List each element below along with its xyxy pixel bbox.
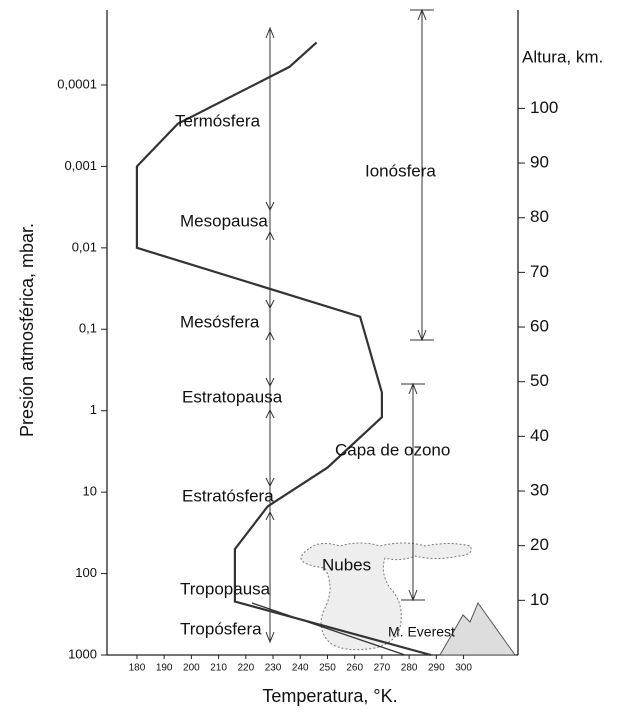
y2-tick-label: 20 xyxy=(530,535,549,554)
x-tick-label: 190 xyxy=(156,663,173,674)
x-tick-label: 210 xyxy=(210,663,227,674)
y-tick-label: 0,1 xyxy=(79,321,97,336)
x-tick-label: 290 xyxy=(428,663,445,674)
x-tick-label: 180 xyxy=(129,663,146,674)
ionosphere-bracket xyxy=(410,8,434,342)
annotation: Termósfera xyxy=(175,111,261,130)
y2-tick-label: 50 xyxy=(530,371,549,390)
layer-arrows xyxy=(265,26,275,644)
mountain xyxy=(439,601,516,656)
x-axis-label: Temperatura, °K. xyxy=(262,686,397,706)
y2-tick-label: 80 xyxy=(530,207,549,226)
annotation: Estratopausa xyxy=(182,387,283,406)
y-tick-label: 0,0001 xyxy=(57,76,97,91)
annotation: Mesopausa xyxy=(180,211,268,230)
annotation: Tropósfera xyxy=(180,619,262,638)
y2-tick-label: 90 xyxy=(530,153,549,172)
x-tick-label: 240 xyxy=(292,663,309,674)
ozone-bracket xyxy=(401,382,425,602)
annotation: Capa de ozono xyxy=(335,440,450,459)
x-tick-label: 220 xyxy=(237,663,254,674)
y-axis-label: Presión atmosférica, mbar. xyxy=(17,223,37,437)
x-tick-label: 300 xyxy=(455,663,472,674)
y-tick-label: 1 xyxy=(90,402,97,417)
y2-tick-label: 40 xyxy=(530,426,549,445)
x-tick-label: 280 xyxy=(401,663,418,674)
y-tick-label: 0,001 xyxy=(64,158,97,173)
x-tick-label: 230 xyxy=(265,663,282,674)
y-tick-label: 10 xyxy=(83,484,97,499)
annotation: Ionósfera xyxy=(365,161,436,180)
y2-axis-label: Altura, km. xyxy=(522,47,603,66)
y2-tick-label: 100 xyxy=(530,98,558,117)
y2-tick-label: 70 xyxy=(530,262,549,281)
y2-tick-label: 60 xyxy=(530,317,549,336)
x-tick-label: 270 xyxy=(374,663,391,674)
y-tick-label: 1000 xyxy=(68,646,97,661)
tropopause-line xyxy=(251,602,406,656)
x-tick-label: 250 xyxy=(319,663,336,674)
y2-tick-label: 30 xyxy=(530,481,549,500)
clouds xyxy=(300,542,472,651)
y-tick-label: 100 xyxy=(75,565,97,580)
x-tick-label: 200 xyxy=(183,663,200,674)
annotation: Mesósfera xyxy=(180,312,260,331)
y-tick-label: 0,01 xyxy=(72,239,97,254)
annotation: Nubes xyxy=(322,555,371,574)
y2-tick-label: 10 xyxy=(530,590,549,609)
annotation: M. Everest xyxy=(388,624,455,640)
x-tick-label: 260 xyxy=(346,663,363,674)
annotation: Estratósfera xyxy=(182,486,274,505)
temperature-line xyxy=(135,41,432,657)
annotation: Tropopausa xyxy=(180,579,271,598)
